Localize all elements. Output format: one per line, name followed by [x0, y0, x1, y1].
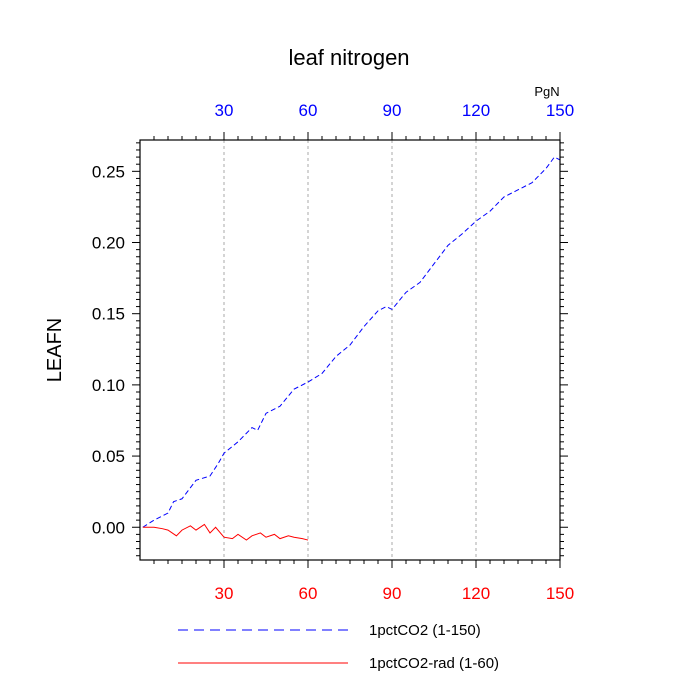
legend-label: 1pctCO2-rad (1-60) — [369, 655, 499, 672]
x-top-tick-label: 90 — [383, 101, 402, 120]
plot-frame — [139, 139, 561, 561]
unit-label: PgN — [534, 84, 559, 99]
x-tick-label: 30 — [215, 584, 234, 603]
x-top-tick-label: 60 — [299, 101, 318, 120]
y-tick-label: 0.20 — [92, 234, 125, 253]
y-tick-label: 0.05 — [92, 447, 125, 466]
x-top-tick-label: 120 — [462, 101, 490, 120]
legend: 1pctCO2 (1-150) 1pctCO2-rad (1-60) — [178, 622, 499, 672]
x-top-tick-label: 30 — [215, 101, 234, 120]
series-line-2 — [142, 523, 309, 541]
y-tick-label: 0.25 — [92, 162, 125, 181]
tick-layer: 30 30 60 60 90 90 120 120 150 150 0.00 0.05 0.10 0.15… — [92, 101, 574, 603]
x-tick-label: 60 — [299, 584, 318, 603]
x-tick-label: 90 — [383, 584, 402, 603]
grid-layer — [223, 140, 477, 560]
series-layer — [142, 156, 561, 541]
y-tick-label: 0.00 — [92, 518, 125, 537]
x-top-tick-label: 150 — [546, 101, 574, 120]
chart-title: leaf nitrogen — [288, 45, 409, 70]
series-line-1 — [142, 156, 561, 528]
x-tick-label: 150 — [546, 584, 574, 603]
y-tick-label: 0.10 — [92, 376, 125, 395]
y-tick-label: 0.15 — [92, 305, 125, 324]
legend-label: 1pctCO2 (1-150) — [369, 622, 481, 639]
x-tick-label: 120 — [462, 584, 490, 603]
y-axis-label: LEAFN — [44, 318, 66, 382]
